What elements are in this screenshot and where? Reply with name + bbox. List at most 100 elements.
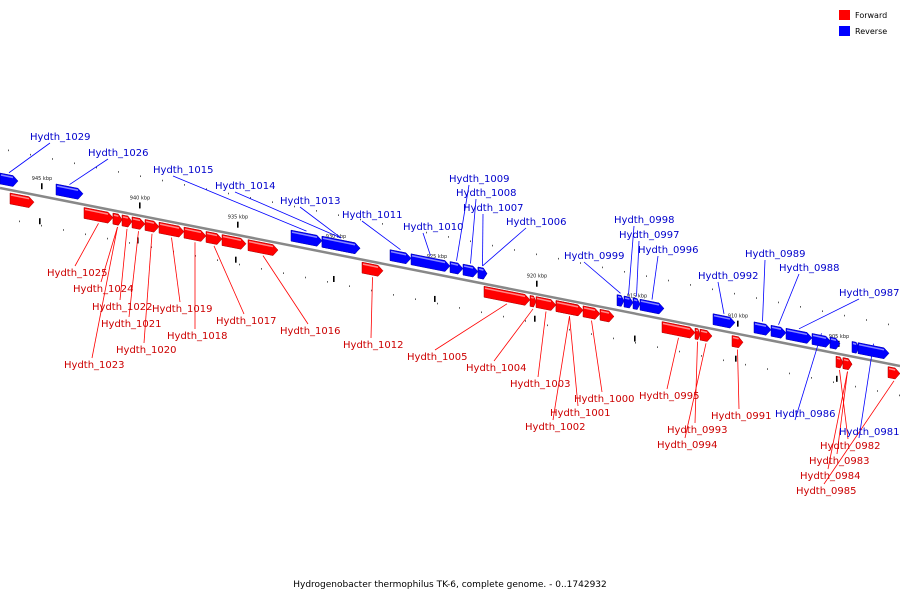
gene-label-hydth-1003[interactable]: Hydth_1003 xyxy=(510,379,571,390)
gene-label-hydth-1016[interactable]: Hydth_1016 xyxy=(280,326,341,337)
gene-label-hydth-0998[interactable]: Hydth_0998 xyxy=(614,215,675,226)
gene-label-hydth-1006[interactable]: Hydth_1006 xyxy=(506,217,567,228)
leader-line-hydth-1010 xyxy=(422,232,431,256)
gene-label-hydth-0981[interactable]: Hydth_0981 xyxy=(839,427,900,438)
gene-label-hydth-1015[interactable]: Hydth_1015 xyxy=(153,165,214,176)
minor-dot-lower xyxy=(415,298,416,301)
minor-dot-lower xyxy=(701,355,702,357)
gene-label-hydth-1013[interactable]: Hydth_1013 xyxy=(280,196,341,207)
gene-label-hydth-1008[interactable]: Hydth_1008 xyxy=(456,188,517,199)
tick-mark-lower xyxy=(534,315,536,322)
gene-label-hydth-1000[interactable]: Hydth_1000 xyxy=(574,394,635,405)
gene-label-hydth-0982[interactable]: Hydth_0982 xyxy=(820,441,881,452)
gene-label-hydth-0999[interactable]: Hydth_0999 xyxy=(564,251,625,262)
gene-label-hydth-1025[interactable]: Hydth_1025 xyxy=(47,268,108,279)
leader-line-hydth-1002 xyxy=(552,316,570,421)
minor-dot-lower xyxy=(459,307,460,309)
leader-line-hydth-1011 xyxy=(361,220,401,251)
gene-label-hydth-1011[interactable]: Hydth_1011 xyxy=(342,210,403,221)
minor-dot-upper xyxy=(492,244,493,247)
gene-label-hydth-0986[interactable]: Hydth_0986 xyxy=(775,409,836,420)
gene-label-hydth-0992[interactable]: Hydth_0992 xyxy=(698,271,759,282)
tick-mark-lower xyxy=(735,355,737,362)
gene-label-hydth-1019[interactable]: Hydth_1019 xyxy=(152,304,213,315)
gene-label-hydth-0991[interactable]: Hydth_0991 xyxy=(711,411,772,422)
legend-label-forward: Forward xyxy=(855,11,887,20)
leader-line-hydth-1004 xyxy=(493,308,534,362)
minor-dot-upper xyxy=(360,218,361,221)
minor-dot-upper xyxy=(426,231,427,234)
gene-label-hydth-1017[interactable]: Hydth_1017 xyxy=(216,316,277,327)
leader-line-hydth-1005 xyxy=(434,303,508,351)
gene-label-hydth-0987[interactable]: Hydth_0987 xyxy=(839,288,900,299)
gene-label-hydth-1005[interactable]: Hydth_1005 xyxy=(407,352,468,363)
leader-line-hydth-0986 xyxy=(794,333,822,421)
gene-label-hydth-0997[interactable]: Hydth_0997 xyxy=(619,230,680,241)
gene-label-hydth-1009[interactable]: Hydth_1009 xyxy=(449,174,510,185)
gene-arrow-highlight xyxy=(695,329,699,332)
minor-dot-upper xyxy=(184,184,185,186)
leader-line-hydth-1014 xyxy=(234,191,342,239)
gene-arrow-hydth-0982[interactable] xyxy=(835,355,844,369)
gene-features xyxy=(0,172,900,380)
gene-label-hydth-0993[interactable]: Hydth_0993 xyxy=(667,425,728,436)
gene-label-hydth-1021[interactable]: Hydth_1021 xyxy=(101,319,162,330)
leader-line-hydth-1013 xyxy=(299,206,342,239)
gene-label-hydth-0996[interactable]: Hydth_0996 xyxy=(638,245,699,256)
leader-line-hydth-0993 xyxy=(694,341,698,424)
minor-dot-upper xyxy=(558,257,559,260)
gene-label-hydth-1010[interactable]: Hydth_1010 xyxy=(403,222,464,233)
minor-dot-upper xyxy=(30,153,31,156)
gene-arrow-highlight xyxy=(600,310,610,314)
minor-dot-lower xyxy=(481,311,482,314)
gene-arrow-hydth-0999[interactable] xyxy=(616,294,625,307)
gene-label-hydth-0995[interactable]: Hydth_0995 xyxy=(639,391,700,402)
gene-label-hydth-1029[interactable]: Hydth_1029 xyxy=(30,132,91,143)
gene-label-hydth-1014[interactable]: Hydth_1014 xyxy=(215,181,276,192)
minor-dot-upper xyxy=(624,270,625,273)
gene-label-hydth-0988[interactable]: Hydth_0988 xyxy=(779,263,840,274)
gene-label-hydth-0984[interactable]: Hydth_0984 xyxy=(800,471,861,482)
tick-label: 910 kbp xyxy=(728,314,748,320)
gene-arrow-highlight xyxy=(556,301,579,308)
minor-dot-upper xyxy=(74,162,75,165)
minor-dot-upper xyxy=(470,240,471,243)
gene-label-hydth-1022[interactable]: Hydth_1022 xyxy=(92,302,153,313)
genome-caption: Hydrogenobacter thermophilus TK-6, compl… xyxy=(293,580,607,590)
gene-arrow-hydth-0993[interactable] xyxy=(694,327,701,340)
gene-arrow-highlight xyxy=(713,314,731,320)
gene-label-hydth-1023[interactable]: Hydth_1023 xyxy=(64,360,125,371)
gene-arrow-highlight xyxy=(206,232,218,237)
gene-arrow-highlight xyxy=(624,297,630,300)
minor-dot-lower xyxy=(371,289,372,292)
minor-dot-lower xyxy=(811,377,812,379)
leader-line-hydth-1000 xyxy=(591,320,603,393)
gene-label-hydth-1012[interactable]: Hydth_1012 xyxy=(343,340,404,351)
minor-dot-lower xyxy=(437,302,438,305)
minor-dot-upper xyxy=(888,323,889,326)
gene-label-hydth-1020[interactable]: Hydth_1020 xyxy=(116,345,177,356)
gene-label-hydth-1001[interactable]: Hydth_1001 xyxy=(550,408,611,419)
minor-dot-lower xyxy=(833,381,834,384)
gene-arrow-highlight xyxy=(478,268,484,271)
gene-label-hydth-1026[interactable]: Hydth_1026 xyxy=(88,148,149,159)
gene-label-hydth-0985[interactable]: Hydth_0985 xyxy=(796,486,857,497)
minor-dot-lower xyxy=(635,341,636,344)
gene-arrow-highlight xyxy=(617,295,622,299)
tick-label: 935 kbp xyxy=(228,215,248,221)
gene-label-hydth-1007[interactable]: Hydth_1007 xyxy=(463,203,524,214)
gene-label-hydth-1002[interactable]: Hydth_1002 xyxy=(525,422,586,433)
leader-line-hydth-0991 xyxy=(737,349,740,410)
gene-label-hydth-0994[interactable]: Hydth_0994 xyxy=(657,440,718,451)
tick-mark xyxy=(237,221,239,228)
gene-arrow-hydth-1004[interactable] xyxy=(529,295,537,308)
gene-label-hydth-1024[interactable]: Hydth_1024 xyxy=(73,284,134,295)
gene-label-hydth-1018[interactable]: Hydth_1018 xyxy=(167,331,228,342)
gene-arrow-highlight xyxy=(132,218,141,222)
gene-label-hydth-0983[interactable]: Hydth_0983 xyxy=(809,456,870,467)
gene-label-hydth-1004[interactable]: Hydth_1004 xyxy=(466,363,527,374)
minor-dot-upper xyxy=(338,214,339,216)
leader-line-hydth-1026 xyxy=(69,158,109,185)
gene-label-hydth-0989[interactable]: Hydth_0989 xyxy=(745,249,806,260)
